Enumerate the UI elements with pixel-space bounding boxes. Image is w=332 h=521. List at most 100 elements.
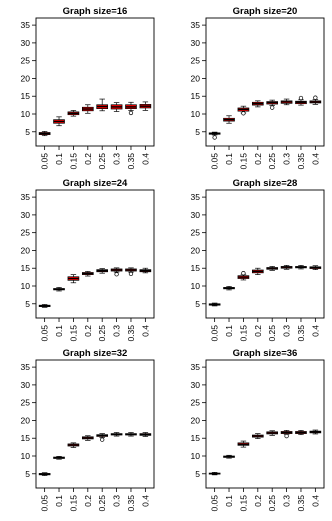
x-tick-label: 0.1: [224, 495, 234, 507]
box-0.25: [96, 433, 109, 442]
box-0.05: [38, 131, 51, 137]
x-tick-label: 0.25: [97, 153, 107, 170]
box-0.2: [251, 100, 264, 108]
panel-title: Graph size=24: [63, 178, 128, 189]
box-0.05: [38, 472, 51, 476]
box-0.4: [139, 432, 152, 437]
y-tick-label: 25: [191, 398, 201, 408]
box-0.1: [223, 454, 235, 459]
y-tick-label: 35: [21, 20, 31, 30]
y-tick-label: 20: [21, 73, 31, 83]
panel-5: Graph size=32 5 10 15 20 25 30 35 0.05 0.1 0.15 0.2…: [21, 348, 155, 512]
x-tick-label: 0.25: [267, 153, 277, 170]
y-tick-label: 20: [191, 73, 201, 83]
plot-frame: [35, 359, 155, 489]
box-0.25: [266, 99, 279, 110]
panel-6: Graph size=36 5 10 15 20 25 30 35 0.05 0.1 0.15 0.2…: [191, 348, 325, 512]
box-0.3: [110, 432, 123, 437]
outlier-point: [284, 433, 289, 439]
x-tick-label: 0.4: [140, 325, 150, 337]
x-tick-label: 0.25: [267, 325, 277, 342]
y-tick-label: 25: [21, 228, 31, 238]
x-tick-label: 0.3: [282, 495, 292, 507]
plot-frame: [205, 359, 325, 489]
box-0.15: [237, 105, 250, 116]
outlier-point: [100, 437, 105, 442]
x-tick-label: 0.15: [238, 495, 248, 512]
x-tick-label: 0.1: [224, 325, 234, 337]
box-0.1: [53, 287, 65, 292]
x-tick-label: 0.05: [40, 153, 50, 170]
x-tick-label: 0.15: [68, 325, 78, 342]
x-tick-label: 0.4: [140, 153, 150, 165]
box-0.3: [280, 430, 293, 439]
y-tick-label: 30: [21, 38, 31, 48]
y-tick-label: 5: [25, 299, 30, 309]
box-0.15: [67, 274, 80, 284]
plot-frame: [35, 17, 155, 147]
x-tick-label: 0.05: [210, 495, 220, 512]
box-0.4: [309, 265, 322, 270]
x-tick-label: 0.3: [112, 153, 122, 165]
x-tick-label: 0.2: [253, 495, 263, 507]
box-0.4: [309, 429, 322, 435]
box-0.2: [81, 104, 94, 114]
panel-title: Graph size=16: [63, 6, 128, 17]
x-tick-label: 0.3: [282, 325, 292, 337]
outlier-point: [270, 105, 275, 110]
y-tick-label: 10: [21, 281, 31, 291]
box-0.3: [280, 98, 293, 106]
y-tick-label: 15: [21, 433, 31, 443]
x-tick-label: 0.25: [97, 495, 107, 512]
x-tick-label: 0.05: [40, 325, 50, 342]
x-tick-label: 0.1: [224, 153, 234, 165]
x-tick-label: 0.4: [310, 325, 320, 337]
box-0.35: [125, 432, 137, 437]
y-tick-label: 25: [21, 398, 31, 408]
y-tick-label: 35: [21, 362, 31, 372]
panel-2: Graph size=20 5 10 15 20 25 30 35 0.05 0.1 0.15 0.2…: [191, 6, 325, 170]
box-0.2: [81, 435, 94, 441]
x-tick-label: 0.3: [112, 325, 122, 337]
x-tick-label: 0.15: [238, 153, 248, 170]
y-tick-label: 5: [195, 127, 200, 137]
box-0.1: [223, 286, 235, 291]
box-0.4: [309, 95, 322, 105]
x-tick-label: 0.15: [238, 325, 248, 342]
outlier-point: [128, 271, 134, 277]
y-tick-label: 25: [191, 228, 201, 238]
y-tick-label: 5: [195, 469, 200, 479]
x-tick-label: 0.35: [296, 153, 306, 170]
panel-title: Graph size=28: [233, 178, 298, 189]
x-tick-label: 0.3: [112, 495, 122, 507]
plot-frame: [205, 17, 325, 147]
box-0.15: [237, 271, 250, 281]
box-0.2: [81, 271, 94, 277]
y-tick-label: 30: [191, 380, 201, 390]
box-0.3: [110, 267, 123, 277]
box-0.2: [251, 267, 264, 275]
y-tick-label: 35: [191, 362, 201, 372]
x-tick-label: 0.2: [253, 153, 263, 165]
x-tick-label: 0.35: [126, 495, 136, 512]
x-tick-label: 0.15: [68, 153, 78, 170]
panel-1: Graph size=16 5 10 15 20 25 30 35 0.05 0.1 0.15 0.2…: [21, 6, 155, 170]
box-0.15: [67, 110, 80, 117]
x-tick-label: 0.05: [40, 495, 50, 512]
outlier-point: [313, 95, 318, 100]
box-0.3: [110, 102, 123, 112]
box-0.05: [208, 131, 221, 140]
y-tick-label: 20: [191, 245, 201, 255]
y-tick-label: 30: [191, 38, 201, 48]
outlier-point: [114, 272, 119, 277]
outlier-point: [298, 95, 304, 101]
x-tick-label: 0.2: [83, 495, 93, 507]
x-tick-label: 0.2: [83, 153, 93, 165]
box-0.15: [67, 442, 80, 448]
x-tick-label: 0.1: [54, 153, 64, 165]
x-tick-label: 0.05: [210, 153, 220, 170]
y-tick-label: 5: [25, 127, 30, 137]
box-0.35: [295, 95, 307, 106]
y-tick-label: 30: [21, 210, 31, 220]
